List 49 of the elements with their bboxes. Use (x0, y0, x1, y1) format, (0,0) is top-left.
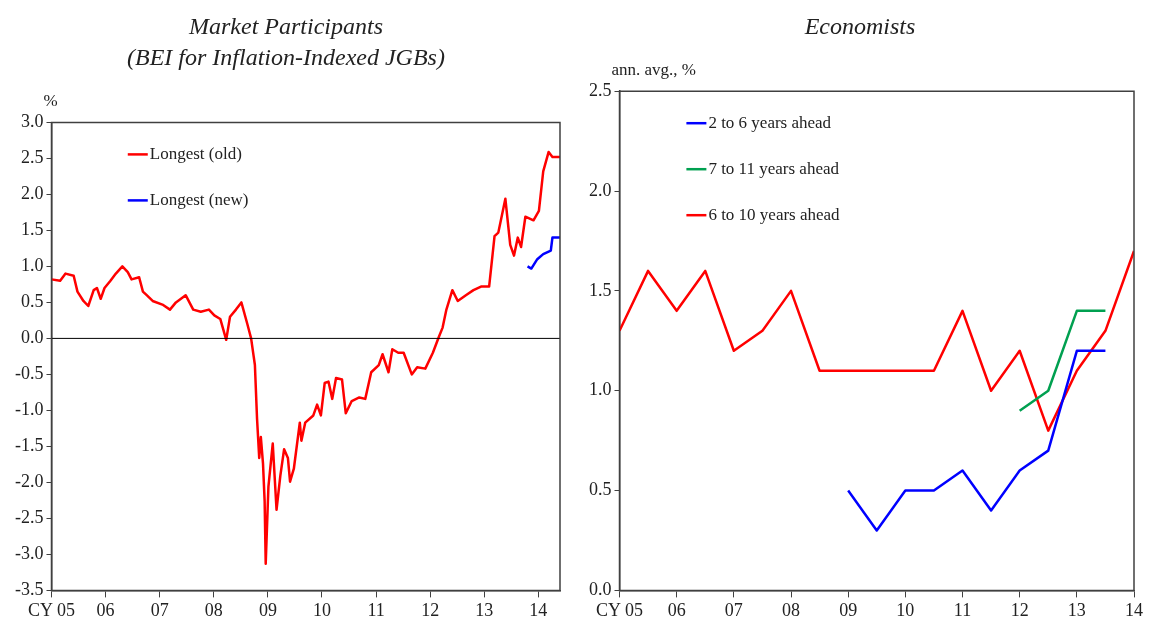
x-tick-label: CY 05 (28, 599, 75, 620)
x-tick-label: 13 (475, 599, 494, 620)
x-tick-label: 07 (150, 599, 169, 620)
y-tick-label: 1.0 (20, 255, 44, 276)
chart-title: Economists (803, 12, 916, 39)
legend-label: 2 to 6 years ahead (708, 112, 832, 132)
x-tick-label: 11 (367, 599, 385, 620)
y-tick-label: -3.5 (14, 579, 44, 600)
x-tick-label: 13 (1067, 599, 1086, 620)
x-tick-label: 06 (96, 599, 115, 620)
y-tick-label: -1.5 (14, 435, 44, 456)
y-tick-label: 2.5 (589, 79, 612, 100)
y-tick-label: 0.5 (20, 291, 44, 312)
y-tick-label: -2.0 (14, 471, 44, 492)
x-tick-label: 09 (839, 599, 858, 620)
x-tick-label: 14 (1125, 599, 1143, 620)
y-tick-label: 2.0 (589, 179, 612, 200)
y-tick-label: 0.0 (589, 579, 612, 600)
x-tick-label: 12 (1010, 599, 1029, 620)
y-tick-label: 3.0 (20, 111, 44, 132)
x-tick-label: 14 (529, 599, 548, 620)
y-tick-label: 1.5 (20, 219, 44, 240)
y-tick-label: -2.5 (14, 507, 44, 528)
legend-label: 6 to 10 years ahead (708, 204, 841, 224)
x-tick-label: 09 (258, 599, 277, 620)
x-tick-label: 10 (312, 599, 331, 620)
x-tick-label: CY 05 (596, 599, 643, 620)
x-tick-label: 11 (953, 599, 972, 620)
y-tick-label: 1.0 (589, 379, 612, 400)
y-tick-label: 0.0 (20, 327, 44, 348)
legend-label: Longest (old) (149, 143, 242, 163)
y-axis-title: % (43, 91, 58, 111)
y-tick-label: 2.0 (20, 183, 44, 204)
y-axis-title: ann. avg., % (611, 60, 697, 80)
x-tick-label: 07 (724, 599, 743, 620)
legend-label: 7 to 11 years ahead (708, 158, 840, 178)
x-tick-label: 06 (667, 599, 686, 620)
x-tick-label: 10 (896, 599, 915, 620)
x-tick-label: 08 (204, 599, 223, 620)
y-tick-label: -3.0 (14, 543, 44, 564)
y-tick-label: 1.5 (589, 279, 612, 300)
y-tick-label: 0.5 (589, 479, 612, 500)
y-tick-label: -0.5 (14, 363, 44, 384)
x-tick-label: 12 (421, 599, 440, 620)
x-tick-label: 08 (782, 599, 800, 620)
chart-title: Market Participants (BEI for Inflation-Indexed JGBs) (127, 12, 445, 71)
legend-label: Longest (new) (149, 189, 249, 209)
y-tick-label: -1.0 (14, 399, 44, 420)
y-tick-label: 2.5 (20, 147, 44, 168)
